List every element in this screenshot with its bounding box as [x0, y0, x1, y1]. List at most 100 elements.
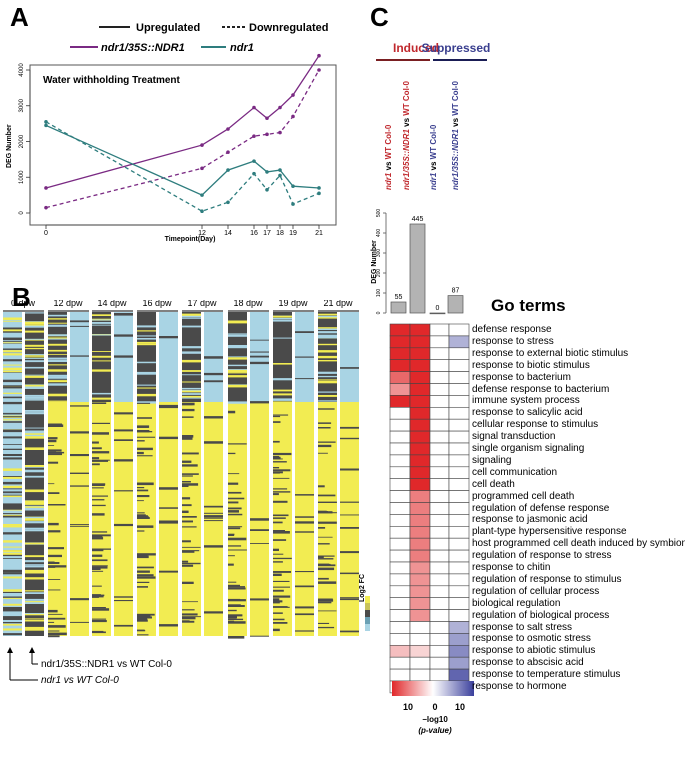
b-cell-stripe — [137, 500, 144, 502]
b-cell-stripe — [92, 534, 111, 537]
b-cell-stripe — [25, 470, 44, 473]
b-cell-stripe — [204, 512, 223, 514]
a-series-point — [226, 168, 230, 172]
b-cell-stripe — [228, 345, 247, 348]
b-cell-stripe — [48, 383, 67, 386]
b-cell-stripe — [3, 492, 22, 494]
b-cell-stripe — [182, 546, 201, 548]
c-go-cell — [448, 371, 470, 384]
c-go-cell — [389, 633, 411, 646]
c-go-cell — [409, 514, 431, 527]
b-cell-stripe — [25, 344, 44, 346]
b-cell-stripe — [295, 531, 314, 533]
c-go-cell — [448, 609, 470, 622]
b-cell-stripe — [182, 397, 201, 399]
b-cell-stripe — [273, 456, 281, 460]
go-term-label: response to osmotic stress — [472, 633, 591, 645]
b-cell-stripe — [3, 515, 22, 518]
b-cell-stripe — [159, 507, 178, 509]
b-cell-stripe — [228, 527, 241, 530]
b-cell-stripe — [92, 618, 107, 620]
c-go-cell — [389, 621, 411, 634]
b-cell-stripe — [25, 564, 44, 566]
b-cell-stripe — [273, 319, 292, 322]
b-cell-stripe — [273, 598, 280, 601]
b-cell-stripe — [137, 371, 156, 375]
b-cell-stripe — [92, 402, 107, 404]
b-cell-stripe — [48, 439, 57, 443]
c-go-cell — [389, 609, 411, 622]
a-series-line-0 — [45, 55, 320, 189]
go-term-label: response to chitin — [472, 562, 551, 573]
b-cell-stripe — [92, 631, 106, 634]
b-cell-stripe — [92, 397, 111, 400]
b-cell-stripe — [3, 348, 22, 350]
c-go-cell — [409, 430, 431, 444]
b-cell-stripe — [137, 440, 145, 442]
b-cell-stripe — [48, 566, 56, 568]
go-term-label: programmed cell death — [472, 490, 575, 502]
b-cell-stripe — [92, 608, 110, 611]
c-col-label-a: ndr1/35S::NDR1 — [451, 129, 460, 190]
b-cell-stripe — [204, 505, 223, 508]
b-cell-stripe — [273, 531, 290, 534]
b-cell-stripe — [25, 347, 44, 350]
b-cell-stripe — [48, 579, 61, 580]
b-cell-stripe — [3, 421, 22, 423]
c-scale-label-mid: 0 — [432, 702, 437, 712]
c-go-cell — [429, 644, 450, 658]
panel-c: Induced Suppressed ndr1 vs WT Col-0 ndr1/… — [371, 41, 566, 735]
b-cell-stripe — [273, 467, 280, 469]
b-cell-stripe — [70, 454, 89, 457]
b-scale-swatch-5 — [365, 624, 370, 631]
b-cell-stripe — [25, 385, 44, 387]
b-cell-stripe — [228, 507, 242, 510]
arrow2-label: ndr1/35S::NDR1 vs WT Col-0 — [41, 659, 172, 670]
c-go-cell — [389, 549, 411, 563]
legend-downregulated: Downregulated — [249, 22, 328, 34]
b-cell-stripe — [137, 387, 156, 389]
c-go-cell — [429, 335, 450, 349]
b-cell-stripe — [3, 571, 22, 573]
b-cell-stripe — [204, 380, 223, 383]
b-cell-stripe — [3, 444, 22, 445]
b-cell-stripe — [25, 435, 44, 437]
b-cell-stripe — [318, 313, 337, 316]
b-cell-stripe — [25, 427, 44, 429]
b-cell-base — [159, 312, 178, 402]
b-cell-base — [228, 402, 247, 636]
b-cell-stripe — [318, 485, 325, 488]
c-go-cell — [389, 502, 411, 515]
b-cell-base — [295, 402, 314, 636]
b-cell-stripe — [3, 385, 22, 387]
a-series-point — [44, 205, 48, 210]
b-cell-stripe — [92, 392, 111, 395]
c-go-title: Go terms — [491, 296, 566, 315]
b-cell-stripe — [3, 379, 22, 383]
b-cell-base — [70, 312, 89, 402]
b-cell-stripe — [25, 598, 44, 600]
b-cell-stripe — [25, 433, 44, 435]
b-cell-stripe — [25, 507, 44, 510]
b-cell-stripe — [182, 562, 201, 565]
c-go-cell — [409, 585, 431, 598]
b-cell-base — [273, 312, 292, 402]
b-cell-stripe — [3, 416, 22, 418]
b-cell-stripe — [228, 537, 247, 541]
b-cell-stripe — [92, 568, 101, 570]
b-cell-stripe — [3, 317, 22, 320]
b-cell-stripe — [92, 447, 102, 450]
b-cell-stripe — [182, 351, 201, 354]
b-column-header: 19 dpw — [278, 300, 308, 308]
go-term-label: regulation of biological process — [472, 609, 610, 621]
b-cell-stripe — [273, 557, 292, 560]
b-cell-stripe — [92, 548, 104, 552]
b-cell-stripe — [25, 345, 44, 347]
b-cell-stripe — [182, 393, 201, 395]
b-cell-stripe — [273, 500, 288, 503]
b-cell-stripe — [114, 596, 133, 598]
c-go-cell — [429, 525, 450, 539]
b-cell-stripe — [182, 475, 193, 477]
b-cell-stripe — [92, 324, 111, 326]
c-col-label-b: vs — [451, 116, 460, 129]
